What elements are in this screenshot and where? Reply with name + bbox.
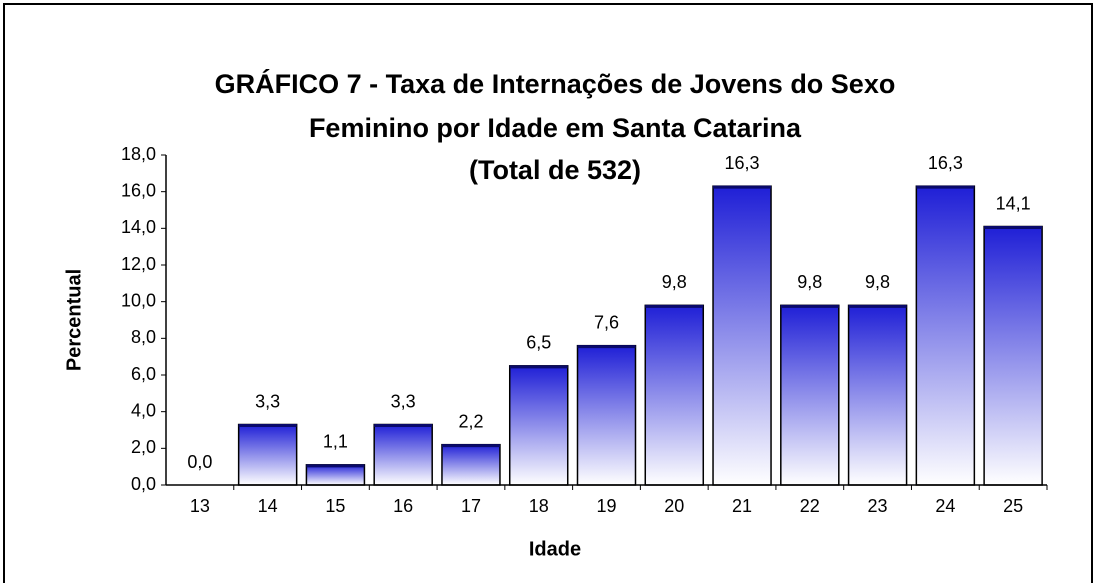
x-axis-title: Idade [529,538,581,560]
y-tick-label: 2,0 [131,437,156,457]
x-tick-label: 13 [190,496,210,516]
value-label: 7,6 [594,312,619,332]
x-tick-label: 22 [800,496,820,516]
x-tick-label: 16 [393,496,413,516]
y-tick-label: 6,0 [131,364,156,384]
value-label: 9,8 [662,272,687,292]
value-label: 2,2 [458,411,483,431]
value-label: 3,3 [255,391,280,411]
y-tick-label: 12,0 [121,254,156,274]
value-label: 14,1 [996,193,1031,213]
y-tick-label: 10,0 [121,290,156,310]
x-tick-label: 14 [258,496,278,516]
value-label: 6,5 [526,333,551,353]
bar [712,185,772,486]
x-tick-label: 23 [868,496,888,516]
x-tick-label: 15 [325,496,345,516]
bar [847,304,908,486]
value-label: 16,3 [725,153,760,173]
bar [508,365,569,486]
y-tick-label: 4,0 [131,400,156,420]
value-label: 9,8 [797,272,822,292]
x-tick-label: 19 [596,496,616,516]
y-axis-title: Percentual [63,269,85,371]
bar [915,185,976,486]
x-tick-label: 17 [461,496,481,516]
x-tick-label: 25 [1003,496,1023,516]
bar [576,344,637,486]
bar [780,304,840,486]
y-tick-label: 16,0 [121,180,156,200]
y-tick-label: 14,0 [121,217,156,237]
x-tick-label: 20 [664,496,684,516]
bar [983,225,1043,486]
value-label: 1,1 [323,432,348,452]
bar [305,464,366,486]
x-tick-label: 18 [529,496,549,516]
y-tick-label: 18,0 [121,144,156,164]
bar [373,423,433,486]
value-label: 3,3 [391,391,416,411]
chart-title: Feminino por Idade em Santa Catarina [309,113,802,143]
chart-title: GRÁFICO 7 - Taxa de Internações de Joven… [215,68,896,99]
bar [441,443,501,486]
y-tick-label: 0,0 [131,474,156,494]
chart-border [3,3,1093,583]
bar [644,304,705,486]
value-label: 0,0 [187,452,212,472]
x-tick-label: 21 [732,496,752,516]
y-tick-label: 8,0 [131,327,156,347]
x-tick-label: 24 [935,496,955,516]
value-label: 16,3 [928,153,963,173]
bar [237,423,298,486]
value-label: 9,8 [865,272,890,292]
chart-title: (Total de 532) [469,155,641,185]
